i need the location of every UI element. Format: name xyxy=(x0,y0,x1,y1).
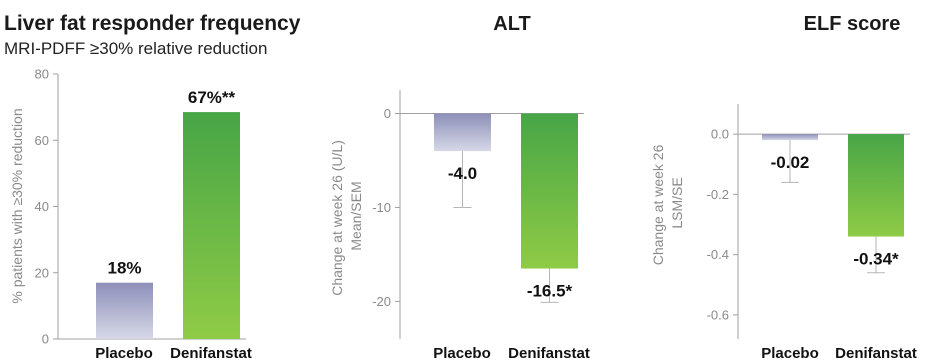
chart3-title: ELF score xyxy=(804,13,901,35)
chart3-y-tick-label: -0.2 xyxy=(707,187,729,202)
chart2-y-axis-label-line1: Change at week 26 (U/L) xyxy=(329,140,345,296)
chart3-data-label: -0.02 xyxy=(771,153,810,172)
chart3-y-axis-label-line2: LSM/SE xyxy=(669,177,685,228)
chart1-title: Liver fat responder frequency xyxy=(4,12,301,35)
chart1-y-tick-label: 60 xyxy=(35,133,49,148)
chart2-y-tick-label: -20 xyxy=(372,294,391,309)
chart3-bar-placebo xyxy=(762,134,818,141)
chart2-y-tick-label: -10 xyxy=(372,200,391,215)
chart2-y-axis-label-line2: Mean/SEM xyxy=(348,181,364,250)
chart3-category-label: Denifanstat xyxy=(835,345,917,362)
chart3-y-axis-label: Change at week 26 LSM/SE xyxy=(650,141,685,266)
chart1-category-label: Placebo xyxy=(95,345,153,362)
chart3-y-tick-label: -0.4 xyxy=(707,247,729,262)
chart2-title: ALT xyxy=(493,13,530,35)
chart3: 0.0 -0.2 -0.4 -0.6 -0.02 Placebo -0.34* Denifan… xyxy=(707,104,917,362)
chart2-data-label: -16.5* xyxy=(527,282,573,301)
chart1-y-tick-label: 20 xyxy=(35,265,49,280)
chart2-y-tick-label: 0 xyxy=(384,106,391,121)
plots: 0 20 40 60 80 18% Placebo 67%** Denifanstat 0 -10 -… xyxy=(35,67,917,363)
chart1-y-axis-label: % patients with ≥30% reduction xyxy=(9,108,25,303)
chart2-category-label: Denifanstat xyxy=(508,345,590,362)
chart1-y-tick-label: 80 xyxy=(35,67,49,82)
chart3-category-label: Placebo xyxy=(761,345,819,362)
chart3-y-tick-label: 0.0 xyxy=(711,127,729,142)
chart3-bar-denifanstat xyxy=(848,134,904,237)
chart2-data-label: -4.0 xyxy=(448,164,477,183)
chart2-y-axis-label: Change at week 26 (U/L) Mean/SEM xyxy=(329,136,364,296)
chart3-data-label: -0.34* xyxy=(853,250,899,269)
chart2-category-label: Placebo xyxy=(433,345,491,362)
chart2-bar-denifanstat xyxy=(521,113,578,269)
chart3-y-tick-label: -0.6 xyxy=(707,307,729,322)
chart1: 0 20 40 60 80 18% Placebo 67%** Denifanstat xyxy=(35,67,252,363)
chart1-data-label: 18% xyxy=(107,259,141,278)
chart1-bar-denifanstat xyxy=(183,112,240,339)
chart2: 0 -10 -20 -4.0 Placebo -16.5* Denifanstat xyxy=(372,90,590,362)
chart1-bar-placebo xyxy=(96,282,153,339)
chart1-data-label: 67%** xyxy=(188,88,236,107)
chart1-subtitle: MRI-PDFF ≥30% relative reduction xyxy=(4,39,267,58)
chart1-category-label: Denifanstat xyxy=(170,345,252,362)
chart2-bar-placebo xyxy=(434,113,491,152)
chart1-y-tick-label: 40 xyxy=(35,199,49,214)
chart3-y-axis-label-line1: Change at week 26 xyxy=(650,144,666,265)
chart1-y-tick-label: 0 xyxy=(42,332,49,347)
